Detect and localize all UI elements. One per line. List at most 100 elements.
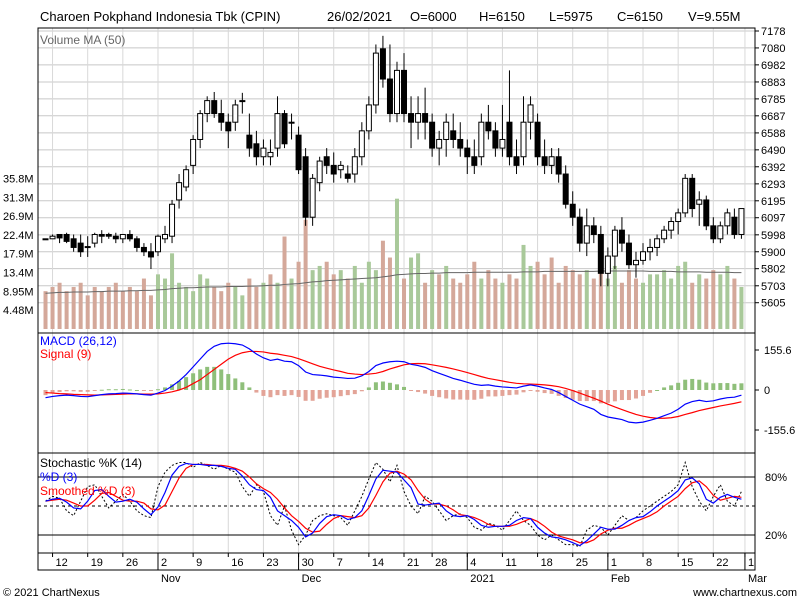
volume-bar [662, 270, 667, 329]
stoch-k-legend: Stochastic %K (14) [40, 456, 142, 470]
month-label: Dec [302, 573, 322, 585]
volume-bar [521, 244, 526, 329]
macd-histogram-bar [648, 390, 653, 393]
time-tick-label: 16 [231, 557, 243, 569]
macd-histogram-bar [402, 386, 407, 390]
volume-bar [261, 282, 266, 329]
quote-volume: V=9.55M [688, 9, 741, 24]
macd-histogram-bar [394, 384, 399, 390]
stoch-tick-label: 20% [765, 530, 787, 542]
macd-histogram-bar [99, 389, 104, 391]
macd-line [45, 342, 742, 424]
volume-bar [50, 286, 55, 329]
candle-body [478, 121, 485, 158]
price-tick-label: 5703 [761, 281, 785, 293]
candle-body [506, 121, 513, 158]
brand-link[interactable]: www.chartnexus.com [693, 587, 797, 599]
volume-bar [612, 265, 617, 329]
volume-bar [577, 274, 582, 329]
macd-histogram-bar [563, 390, 568, 398]
macd-histogram-bar [451, 390, 456, 400]
macd-histogram-bar [247, 387, 252, 390]
month-label: Mar [748, 573, 767, 585]
time-tick-label: 15 [681, 557, 693, 569]
price-tick-label: 5802 [761, 264, 785, 276]
macd-histogram-bar [92, 390, 97, 391]
candle-body [569, 203, 576, 218]
price-tick-label: 6588 [761, 128, 785, 140]
volume-bar [317, 265, 322, 329]
candle-body [351, 156, 358, 175]
candle-body [49, 235, 56, 240]
macd-histogram-bar [324, 390, 329, 398]
macd-histogram-bar [605, 390, 610, 403]
candle-body [316, 160, 323, 184]
candle-body [576, 216, 583, 244]
macd-histogram-bar [219, 369, 224, 390]
volume-bar [71, 286, 76, 329]
volume-bar [85, 295, 90, 329]
volume-bar [78, 282, 83, 329]
candle-body [344, 173, 351, 179]
volume-bar [134, 291, 139, 329]
macd-histogram-bar [338, 390, 343, 397]
month-label: Feb [611, 573, 630, 585]
candle-body [63, 233, 70, 242]
candle-body [597, 233, 604, 274]
macd-histogram-bar [570, 390, 575, 400]
volume-bar [409, 257, 414, 329]
candle-body [625, 242, 632, 266]
volume-bar [324, 261, 329, 329]
volume-bar [563, 265, 568, 329]
price-tick-label: 6785 [761, 94, 785, 106]
candle-body [267, 151, 274, 158]
candle-body [147, 251, 154, 258]
volume-bar [570, 270, 575, 329]
volume-ma-legend: Volume MA (50) [40, 33, 125, 47]
macd-histogram-bar [275, 390, 280, 396]
time-tick-label: 4 [470, 557, 476, 569]
macd-histogram-bar [261, 390, 266, 396]
macd-histogram-bar [472, 390, 477, 400]
macd-histogram-bar [521, 390, 526, 393]
candle-body [401, 69, 408, 115]
volume-bar [598, 253, 603, 329]
time-tick-label: 28 [435, 557, 447, 569]
time-tick-label: 23 [266, 557, 278, 569]
volume-bar [127, 286, 132, 329]
macd-histogram-bar [113, 389, 118, 391]
macd-histogram-bar [296, 390, 301, 397]
candle-body [288, 121, 295, 124]
macd-histogram-bar [205, 366, 210, 390]
macd-histogram-bar [170, 384, 175, 390]
volume-bar [380, 240, 385, 329]
candle-body [56, 233, 63, 239]
volume-bar [289, 278, 294, 329]
volume-tick-label: 13.4M [3, 268, 34, 280]
volume-bar [106, 286, 111, 329]
candle-body [204, 100, 211, 115]
candle-body [169, 203, 176, 237]
time-tick-label: 26 [126, 557, 138, 569]
candle-body [176, 182, 183, 201]
candle-body [183, 169, 190, 188]
volume-bar [359, 282, 364, 329]
macd-histogram-bar [380, 381, 385, 390]
macd-histogram-bar [64, 390, 69, 392]
candle-body [126, 233, 133, 240]
macd-histogram-bar [437, 390, 442, 398]
volume-bar [402, 278, 407, 329]
candle-body [379, 48, 386, 80]
volume-bar [591, 278, 596, 329]
price-tick-label: 6490 [761, 145, 785, 157]
macd-histogram-bar [212, 366, 217, 390]
stoch-k-line [45, 460, 742, 548]
volume-bar [338, 270, 343, 329]
macd-histogram-bar [423, 390, 428, 394]
candle-body [140, 246, 147, 253]
stoch-smoothed-d-line [45, 463, 742, 544]
candle-body [386, 78, 393, 115]
time-tick-label: 1 [611, 557, 617, 569]
candle-body [436, 138, 443, 149]
time-tick-label: 19 [91, 557, 103, 569]
